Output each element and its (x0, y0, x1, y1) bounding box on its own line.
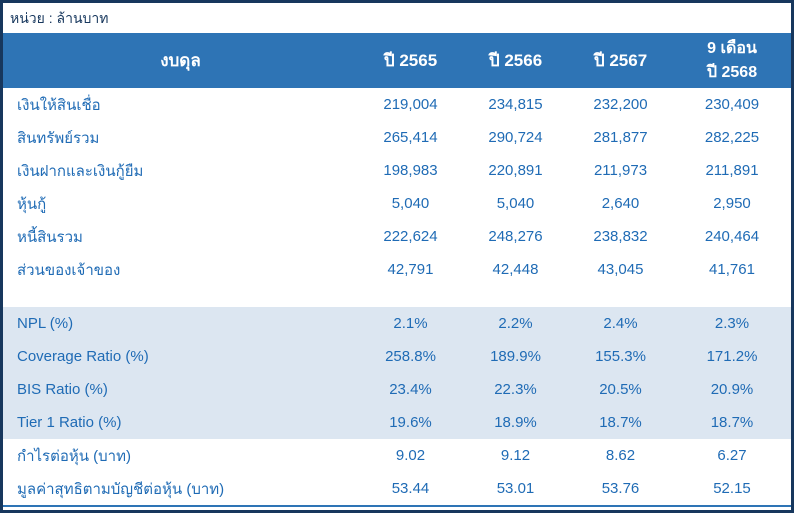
cell-value: 211,973 (593, 162, 648, 179)
cell-value: 2.4% (603, 315, 638, 332)
cell-value: 230,409 (704, 96, 760, 113)
header-9m-2568-line1: 9 เดือน (707, 40, 757, 58)
table-row: Tier 1 Ratio (%) 19.6% 18.9% 18.7% 18.7% (3, 406, 791, 439)
cell-value: 281,877 (593, 129, 648, 146)
cell-value: 2.2% (498, 315, 533, 332)
bottom-rule (3, 505, 791, 507)
cell-value: 240,464 (704, 228, 760, 245)
table-row: Coverage Ratio (%) 258.8% 189.9% 155.3% 171.… (3, 340, 791, 373)
table-row: หนี้สินรวม 222,624 248,276 238,832 240,464 (3, 220, 791, 253)
table-row: เงินฝากและเงินกู้ยืม 198,983 220,891 211,97… (3, 154, 791, 187)
cell-value: 265,414 (383, 129, 438, 146)
cell-value: 23.4% (389, 381, 432, 398)
cell-value: 18.9% (494, 414, 537, 431)
cell-value: 52.15 (713, 480, 751, 497)
table-section: NPL (%) 2.1% 2.2% 2.4% 2.3% Coverage Ratio (%… (3, 307, 791, 439)
cell-value: 22.3% (494, 381, 537, 398)
cell-value: 53.01 (496, 480, 535, 497)
cell-value: 5,040 (391, 195, 430, 212)
header-year-2565: ปี 2565 (383, 51, 438, 70)
cell-value: 2.1% (393, 315, 428, 332)
cell-value: 220,891 (488, 162, 543, 179)
cell-value: 42,448 (492, 261, 539, 278)
row-label: สินทรัพย์รวม (17, 129, 100, 147)
cell-value: 234,815 (488, 96, 543, 113)
cell-value: 5,040 (496, 195, 535, 212)
cell-value: 2.3% (714, 315, 750, 332)
table-section: เงินให้สินเชื่อ 219,004 234,815 232,200 230,… (3, 88, 791, 286)
table-row: สินทรัพย์รวม 265,414 290,724 281,877 282,225 (3, 121, 791, 154)
cell-value: 18.7% (599, 414, 642, 431)
row-label: NPL (%) (17, 315, 74, 332)
cell-value: 238,832 (593, 228, 648, 245)
section-gap (3, 286, 791, 307)
cell-value: 42,791 (387, 261, 434, 278)
table-row: หุ้นกู้ 5,040 5,040 2,640 2,950 (3, 187, 791, 220)
row-label: หุ้นกู้ (17, 195, 47, 213)
cell-value: 189.9% (490, 348, 541, 365)
header-year-2566: ปี 2566 (488, 51, 543, 70)
row-label: Coverage Ratio (%) (17, 348, 149, 365)
cell-value: 282,225 (704, 129, 760, 146)
row-label: มูลค่าสุทธิตามบัญชีต่อหุ้น (บาท) (17, 480, 225, 498)
table-row: ส่วนของเจ้าของ 42,791 42,448 43,045 41,761 (3, 253, 791, 286)
cell-value: 6.27 (717, 447, 747, 464)
row-label: Tier 1 Ratio (%) (17, 414, 122, 431)
cell-value: 232,200 (593, 96, 648, 113)
cell-value: 41,761 (709, 261, 755, 278)
cell-value: 19.6% (389, 414, 432, 431)
cell-value: 18.7% (710, 414, 754, 431)
cell-value: 20.5% (599, 381, 642, 398)
row-label: เงินให้สินเชื่อ (17, 96, 101, 114)
row-label: BIS Ratio (%) (17, 381, 108, 398)
header-balance-sheet: งบดุล (160, 51, 201, 70)
table-section: กำไรต่อหุ้น (บาท) 9.02 9.12 8.62 6.27 มูลค่าส… (3, 439, 791, 505)
cell-value: 211,891 (705, 162, 759, 179)
cell-value: 222,624 (383, 228, 438, 245)
unit-label: หน่วย : ล้านบาท (3, 3, 791, 33)
cell-value: 9.02 (395, 447, 426, 464)
cell-value: 20.9% (710, 381, 754, 398)
header-9m-2568: 9 เดือน ปี 2568 (673, 37, 791, 83)
cell-value: 53.44 (391, 480, 430, 497)
table-row: เงินให้สินเชื่อ 219,004 234,815 232,200 230,… (3, 88, 791, 121)
table-row: NPL (%) 2.1% 2.2% 2.4% 2.3% (3, 307, 791, 340)
row-label: กำไรต่อหุ้น (บาท) (17, 447, 131, 465)
cell-value: 8.62 (605, 447, 636, 464)
row-label: หนี้สินรวม (17, 228, 83, 246)
table-header-row: งบดุล ปี 2565 ปี 2566 ปี 2567 9 เดือน ปี… (3, 33, 791, 88)
cell-value: 2,640 (601, 195, 640, 212)
cell-value: 53.76 (601, 480, 640, 497)
cell-value: 171.2% (706, 348, 758, 365)
row-label: เงินฝากและเงินกู้ยืม (17, 162, 144, 180)
table-row: BIS Ratio (%) 23.4% 22.3% 20.5% 20.9% (3, 373, 791, 406)
cell-value: 43,045 (597, 261, 644, 278)
header-9m-2568-line2: ปี 2568 (706, 63, 758, 81)
cell-value: 248,276 (488, 228, 543, 245)
table-body: เงินให้สินเชื่อ 219,004 234,815 232,200 230,… (3, 88, 791, 505)
cell-value: 258.8% (385, 348, 436, 365)
row-label: ส่วนของเจ้าของ (17, 261, 121, 279)
table-row: มูลค่าสุทธิตามบัญชีต่อหุ้น (บาท) 53.44 53.… (3, 472, 791, 505)
cell-value: 290,724 (488, 129, 543, 146)
cell-value: 2,950 (713, 195, 751, 212)
table-row: กำไรต่อหุ้น (บาท) 9.02 9.12 8.62 6.27 (3, 439, 791, 472)
cell-value: 155.3% (595, 348, 646, 365)
cell-value: 9.12 (500, 447, 531, 464)
cell-value: 219,004 (383, 96, 438, 113)
cell-value: 198,983 (383, 162, 438, 179)
header-year-2567: ปี 2567 (593, 51, 648, 70)
